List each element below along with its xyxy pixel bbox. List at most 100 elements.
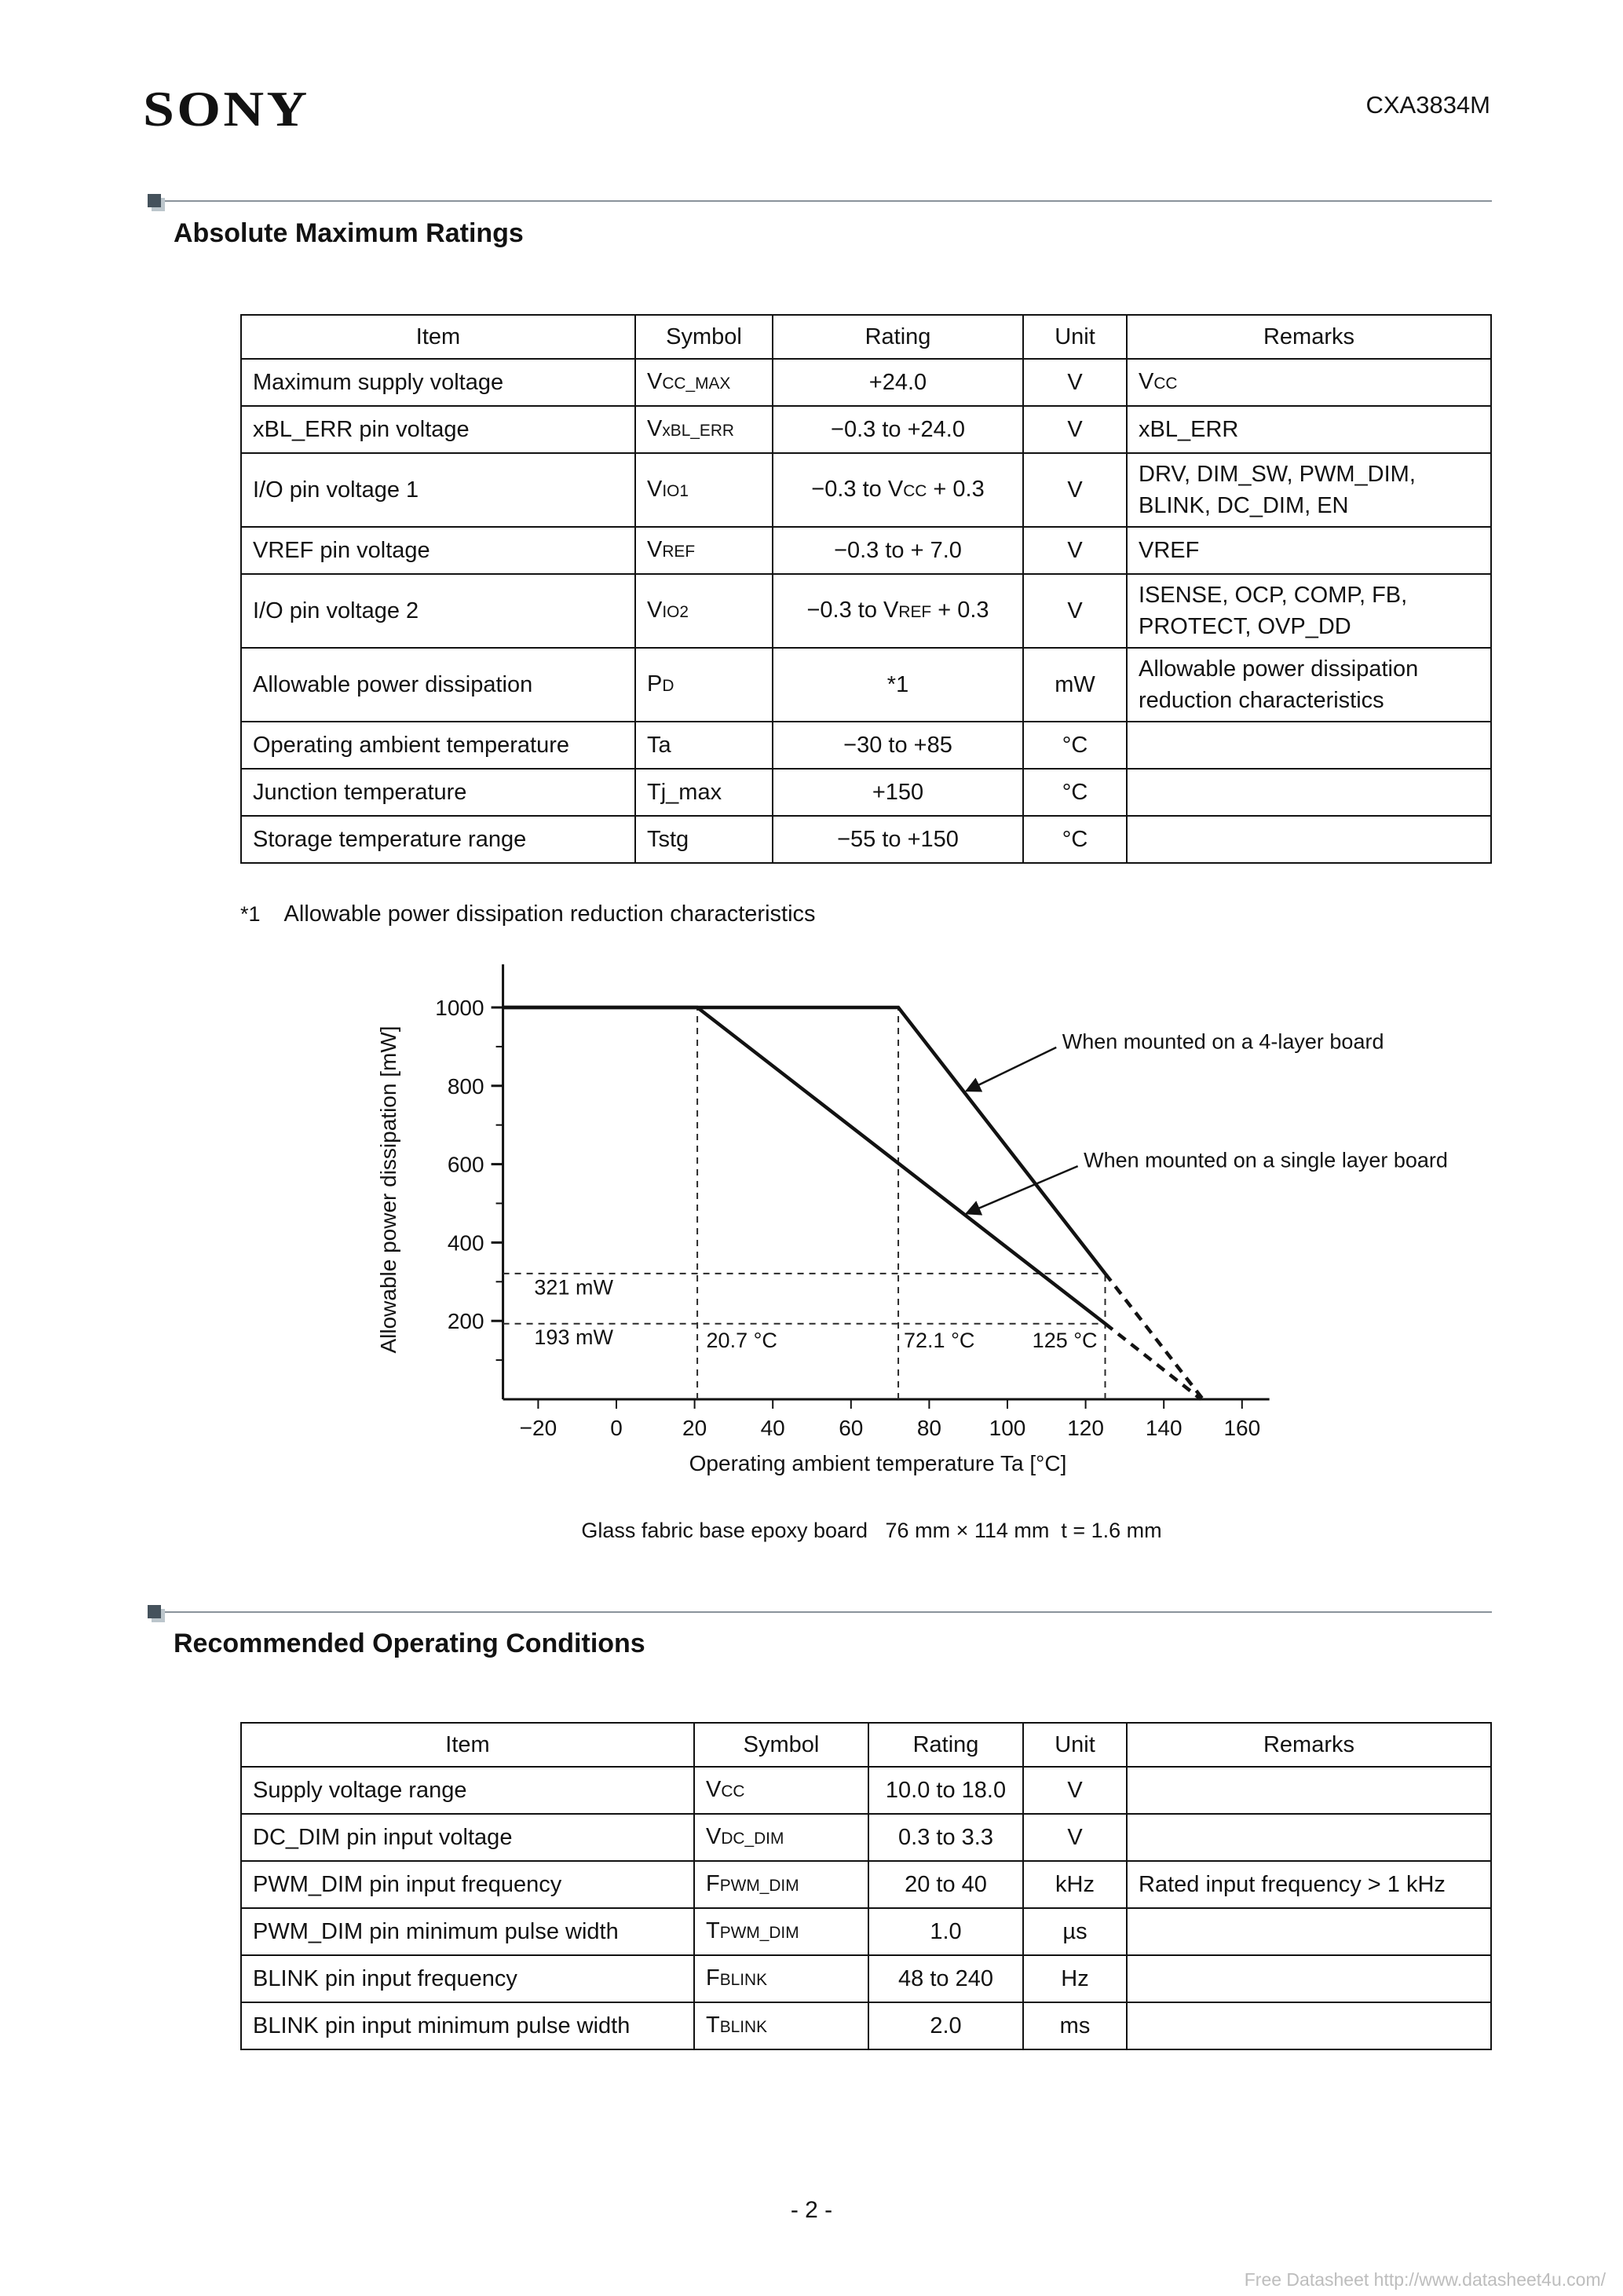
- cell-unit: µs: [1022, 1907, 1128, 1956]
- cell-unit: V: [1022, 1766, 1128, 1815]
- cell-remarks: Rated input frequency > 1 kHz: [1126, 1860, 1492, 1909]
- table-row: BLINK pin input minimum pulse width TBLI…: [240, 2002, 1492, 2050]
- chart-annotation: 321 mW: [534, 1275, 613, 1299]
- cell-symbol: TPWM_DIM: [693, 1907, 869, 1956]
- cell-symbol: VIO1: [634, 452, 773, 528]
- footnote: *1 Allowable power dissipation reduction …: [240, 901, 816, 927]
- page-number: - 2 -: [790, 2197, 833, 2223]
- cell-remarks: DRV, DIM_SW, PWM_DIM, BLINK, DC_DIM, EN: [1126, 452, 1492, 528]
- cell-unit: V: [1022, 526, 1128, 575]
- table-row: PWM_DIM pin minimum pulse width TPWM_DIM…: [240, 1907, 1492, 1956]
- col-header-item: Item: [240, 314, 636, 360]
- y-tick-label: 400: [448, 1230, 484, 1255]
- cell-item: xBL_ERR pin voltage: [240, 405, 636, 454]
- y-axis-title: Allowable power dissipation [mW]: [376, 1026, 400, 1353]
- series-line: [503, 1005, 1106, 1325]
- table-header-row: Item Symbol Rating Unit Remarks: [240, 1722, 1492, 1768]
- cell-symbol: VREF: [634, 526, 773, 575]
- cell-remarks: [1126, 1907, 1492, 1956]
- series-line-extension: [1103, 1272, 1204, 1401]
- chart-annotation: 20.7 °C: [707, 1329, 777, 1352]
- cell-remarks: [1126, 768, 1492, 817]
- x-tick-label: 80: [917, 1416, 941, 1440]
- col-header-symbol: Symbol: [693, 1722, 869, 1768]
- table-row: Supply voltage range VCC 10.0 to 18.0 V: [240, 1766, 1492, 1815]
- cell-rating: −0.3 to +24.0: [772, 405, 1024, 454]
- cell-item: VREF pin voltage: [240, 526, 636, 575]
- table-row: Junction temperature Tj_max +150 °C: [240, 768, 1492, 817]
- cell-unit: °C: [1022, 721, 1128, 770]
- cell-remarks: [1126, 2002, 1492, 2050]
- cell-rating: 0.3 to 3.3: [868, 1813, 1024, 1862]
- cell-rating: 10.0 to 18.0: [868, 1766, 1024, 1815]
- cell-unit: °C: [1022, 815, 1128, 864]
- col-header-unit: Unit: [1022, 1722, 1128, 1768]
- sony-logo: SONY: [143, 81, 310, 137]
- series-line-extension: [1104, 1322, 1202, 1401]
- cell-rating: 48 to 240: [868, 1954, 1024, 2003]
- annotation-arrow: [964, 1164, 1079, 1216]
- cell-item: Maximum supply voltage: [240, 358, 636, 407]
- table-row: PWM_DIM pin input frequency FPWM_DIM 20 …: [240, 1860, 1492, 1909]
- cell-item: I/O pin voltage 2: [240, 573, 636, 649]
- cell-symbol: FPWM_DIM: [693, 1860, 869, 1909]
- cell-remarks: VCC: [1126, 358, 1492, 407]
- cell-remarks: [1126, 721, 1492, 770]
- absolute-maximum-ratings-table: Item Symbol Rating Unit Remarks Maximum …: [240, 314, 1492, 864]
- cell-rating: −0.3 to + 7.0: [772, 526, 1024, 575]
- cell-rating: −0.3 to VCC + 0.3: [772, 452, 1024, 528]
- cell-rating: 1.0: [868, 1907, 1024, 1956]
- x-tick-label: 120: [1067, 1416, 1104, 1440]
- cell-rating: +24.0: [772, 358, 1024, 407]
- cell-remarks: [1126, 815, 1492, 864]
- chart-annotation: 125 °C: [1033, 1329, 1098, 1352]
- cell-item: I/O pin voltage 1: [240, 452, 636, 528]
- y-tick-label: 800: [448, 1074, 484, 1099]
- col-header-item: Item: [240, 1722, 695, 1768]
- col-header-unit: Unit: [1022, 314, 1128, 360]
- col-header-symbol: Symbol: [634, 314, 773, 360]
- cell-item: BLINK pin input minimum pulse width: [240, 2002, 695, 2050]
- cell-unit: °C: [1022, 768, 1128, 817]
- cell-unit: V: [1022, 358, 1128, 407]
- cell-item: Junction temperature: [240, 768, 636, 817]
- cell-remarks: [1126, 1766, 1492, 1815]
- watermark: Free Datasheet http://www.datasheet4u.co…: [1244, 2269, 1606, 2290]
- cell-symbol: VCC: [693, 1766, 869, 1815]
- x-axis-title: Operating ambient temperature Ta [°C]: [689, 1451, 1067, 1475]
- table-row: VREF pin voltage VREF −0.3 to + 7.0 V VR…: [240, 526, 1492, 575]
- col-header-remarks: Remarks: [1126, 314, 1492, 360]
- cell-unit: V: [1022, 1813, 1128, 1862]
- cell-symbol: Tstg: [634, 815, 773, 864]
- section-marker-icon: [148, 194, 161, 207]
- col-header-rating: Rating: [868, 1722, 1024, 1768]
- chart-annotation: 72.1 °C: [904, 1329, 974, 1352]
- cell-item: PWM_DIM pin minimum pulse width: [240, 1907, 695, 1956]
- x-tick-label: 20: [682, 1416, 707, 1440]
- cell-remarks: Allowable power dissipation reduction ch…: [1126, 647, 1492, 722]
- cell-unit: Hz: [1022, 1954, 1128, 2003]
- chart-annotation: 193 mW: [534, 1325, 613, 1349]
- cell-remarks: [1126, 1954, 1492, 2003]
- x-tick-label: 160: [1223, 1416, 1260, 1440]
- cell-rating: 20 to 40: [868, 1860, 1024, 1909]
- chart-annotation: When mounted on a single layer board: [1084, 1149, 1448, 1172]
- cell-rating: −0.3 to VREF + 0.3: [772, 573, 1024, 649]
- cell-item: Supply voltage range: [240, 1766, 695, 1815]
- cell-item: Operating ambient temperature: [240, 721, 636, 770]
- cell-symbol: Ta: [634, 721, 773, 770]
- cell-rating: −30 to +85: [772, 721, 1024, 770]
- cell-symbol: VDC_DIM: [693, 1813, 869, 1862]
- cell-rating: −55 to +150: [772, 815, 1024, 864]
- cell-item: BLINK pin input frequency: [240, 1954, 695, 2003]
- cell-symbol: FBLINK: [693, 1954, 869, 2003]
- x-tick-label: 100: [989, 1416, 1026, 1440]
- cell-symbol: VxBL_ERR: [634, 405, 773, 454]
- cell-item: PWM_DIM pin input frequency: [240, 1860, 695, 1909]
- table-row: Maximum supply voltage VCC_MAX +24.0 V V…: [240, 358, 1492, 407]
- y-tick-label: 600: [448, 1153, 484, 1177]
- power-derating-chart: 200 400 600 800 1000 −20 0 20 40 60 80 100 120 140 160…: [376, 964, 1448, 1475]
- chart-annotation: When mounted on a 4-layer board: [1062, 1029, 1384, 1053]
- cell-symbol: TBLINK: [693, 2002, 869, 2050]
- table-header-row: Item Symbol Rating Unit Remarks: [240, 314, 1492, 360]
